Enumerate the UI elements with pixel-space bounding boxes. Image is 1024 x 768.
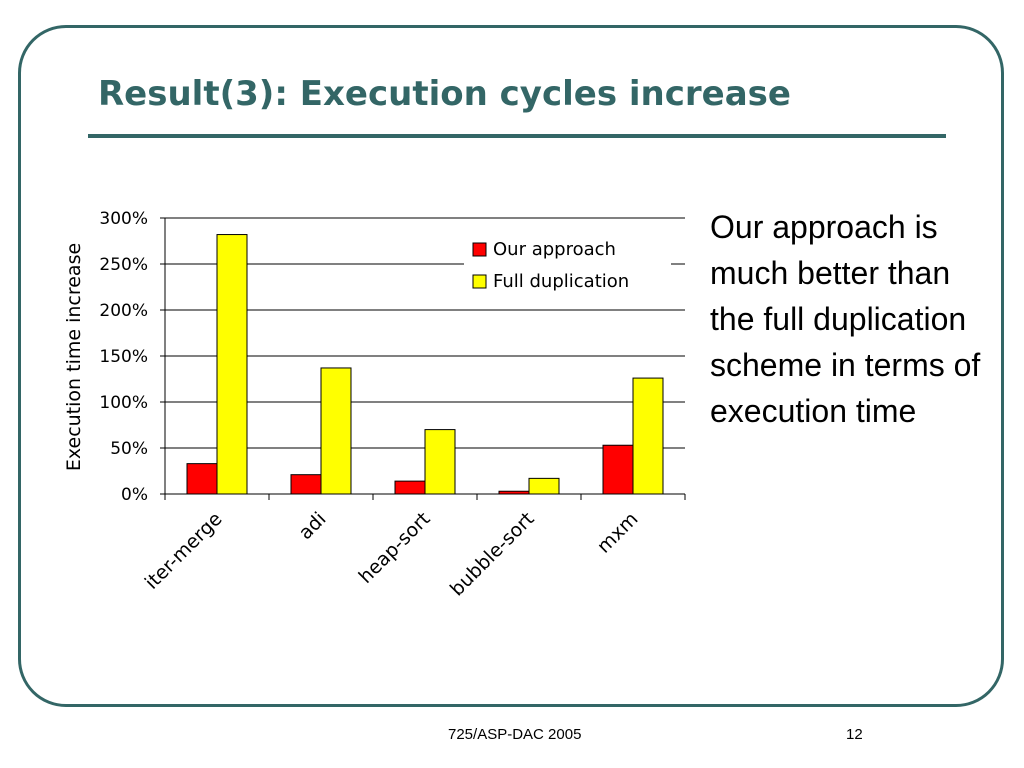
- x-tick-label: adi: [294, 508, 330, 544]
- legend: Our approach Full duplication: [464, 233, 671, 297]
- bar-full-duplication-mxm: [632, 377, 664, 495]
- page-number: 12: [846, 726, 863, 743]
- slide-frame: [18, 25, 1004, 707]
- y-tick-label: 300%: [99, 209, 148, 229]
- legend-label: Our approach: [493, 239, 616, 260]
- bar-our-approach-mxm: [602, 444, 634, 495]
- y-tick-label: 0%: [121, 485, 148, 505]
- x-tick-label: mxm: [593, 508, 643, 558]
- y-tick-label: 150%: [99, 347, 148, 367]
- slide-title: Result(3): Execution cycles increase: [98, 74, 791, 114]
- legend-label: Full duplication: [493, 271, 629, 292]
- bar-our-approach-heap-sort: [394, 480, 426, 495]
- bar-full-duplication-adi: [320, 367, 352, 495]
- y-tick-label: 50%: [110, 439, 148, 459]
- x-tick-labels: iter-merge adi heap-sort bubble-sort mxm: [141, 508, 643, 601]
- bar-full-duplication-heap-sort: [424, 429, 456, 495]
- y-axis-label: Execution time increase: [63, 243, 85, 471]
- legend-swatch: [472, 274, 487, 289]
- axes: [164, 218, 686, 500]
- bar-our-approach-iter-merge: [186, 463, 218, 495]
- x-tick-label: heap-sort: [355, 508, 435, 588]
- side-text: Our approach is much better than the ful…: [710, 209, 981, 429]
- x-tick-label: iter-merge: [141, 508, 227, 594]
- bar-our-approach-adi: [290, 474, 322, 495]
- footer-conference: 725/ASP-DAC 2005: [448, 726, 582, 743]
- title-rule: [88, 134, 946, 138]
- legend-swatch: [472, 242, 487, 257]
- legend-box: [464, 233, 671, 297]
- y-tick-labels: 0% 50% 100% 150% 200% 250% 300%: [99, 209, 148, 505]
- y-tick-label: 200%: [99, 301, 148, 321]
- bar-full-duplication-iter-merge: [216, 234, 248, 495]
- bar-full-duplication-bubble-sort: [528, 477, 560, 495]
- x-tick-label: bubble-sort: [446, 508, 539, 601]
- y-tick-label: 100%: [99, 393, 148, 413]
- y-tick-label: 250%: [99, 255, 148, 275]
- bars: [186, 234, 664, 495]
